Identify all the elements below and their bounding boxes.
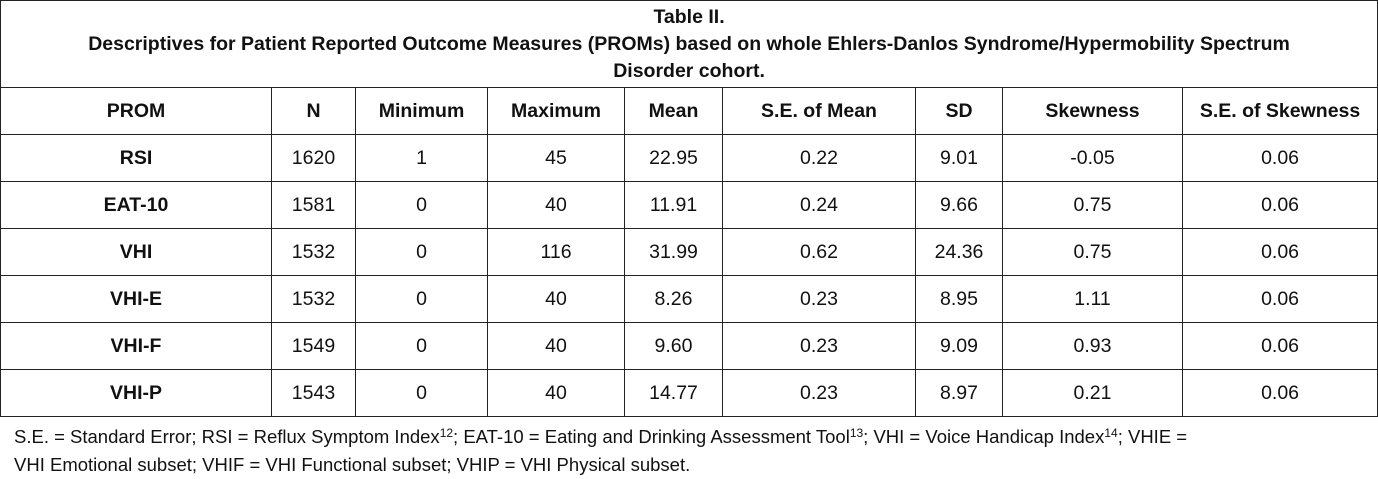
cell-sd: 9.66	[915, 181, 1003, 229]
header-prom: PROM	[0, 87, 272, 135]
cell-n: 1543	[271, 369, 356, 417]
table-row: RSI 1620 1 45 22.95 0.22 9.01 -0.05 0.06	[0, 134, 1378, 182]
footnote-text: ; VHIE =	[1117, 426, 1188, 447]
header-sd: SD	[915, 87, 1003, 135]
cell-se-mean: 0.23	[722, 275, 916, 323]
cell-minimum: 0	[355, 228, 488, 276]
cell-se-skewness: 0.06	[1181, 181, 1378, 229]
cell-prom: RSI	[0, 134, 272, 182]
table-title: Descriptives for Patient Reported Outcom…	[88, 32, 1290, 55]
cell-skewness: 1.11	[1002, 275, 1183, 323]
footnote-reference: 14	[1104, 426, 1118, 440]
cell-skewness: 0.75	[1002, 228, 1183, 276]
header-n: N	[271, 87, 356, 135]
cell-maximum: 40	[487, 181, 625, 229]
header-maximum: Maximum	[487, 87, 625, 135]
cell-se-mean: 0.24	[722, 181, 916, 229]
header-mean: Mean	[624, 87, 723, 135]
cell-minimum: 1	[355, 134, 488, 182]
cell-sd: 8.97	[915, 369, 1003, 417]
cell-mean: 14.77	[624, 369, 723, 417]
cell-maximum: 40	[487, 322, 625, 370]
cell-n: 1532	[271, 228, 356, 276]
cell-minimum: 0	[355, 181, 488, 229]
cell-prom: VHI-P	[0, 369, 272, 417]
footnote-text: ; EAT-10 = Eating and Drinking Assessmen…	[453, 426, 850, 447]
cell-n: 1549	[271, 322, 356, 370]
table-row: VHI-E 1532 0 40 8.26 0.23 8.95 1.11 0.06	[0, 275, 1378, 323]
cell-sd: 24.36	[915, 228, 1003, 276]
cell-mean: 8.26	[624, 275, 723, 323]
table-header-row: PROM N Minimum Maximum Mean S.E. of Mean…	[0, 87, 1378, 135]
cell-se-skewness: 0.06	[1181, 228, 1378, 276]
cell-se-mean: 0.23	[722, 322, 916, 370]
footnote-reference: 13	[849, 426, 864, 440]
cell-minimum: 0	[355, 322, 488, 370]
table-caption-row: Table II. Descriptives for Patient Repor…	[0, 0, 1378, 88]
cell-mean: 9.60	[624, 322, 723, 370]
table-title-continued: Disorder cohort.	[613, 59, 765, 82]
footnote-reference: 12	[439, 426, 454, 440]
cell-skewness: 0.93	[1002, 322, 1183, 370]
cell-maximum: 40	[487, 369, 625, 417]
cell-se-skewness: 0.06	[1181, 134, 1378, 182]
descriptives-table: Table II. Descriptives for Patient Repor…	[0, 0, 1378, 417]
cell-se-mean: 0.62	[722, 228, 916, 276]
header-minimum: Minimum	[355, 87, 488, 135]
table-number: Table II.	[653, 5, 725, 28]
cell-n: 1532	[271, 275, 356, 323]
cell-mean: 22.95	[624, 134, 723, 182]
header-skewness: Skewness	[1002, 87, 1183, 135]
footnote-text: S.E. = Standard Error; RSI = Reflux Symp…	[14, 426, 440, 447]
footnote-line-2: VHI Emotional subset; VHIF = VHI Functio…	[14, 454, 691, 475]
table-row: VHI 1532 0 116 31.99 0.62 24.36 0.75 0.0…	[0, 228, 1378, 276]
cell-n: 1620	[271, 134, 356, 182]
cell-maximum: 45	[487, 134, 625, 182]
cell-se-mean: 0.23	[722, 369, 916, 417]
cell-prom: VHI-F	[0, 322, 272, 370]
cell-skewness: 0.75	[1002, 181, 1183, 229]
table-row: EAT-10 1581 0 40 11.91 0.24 9.66 0.75 0.…	[0, 181, 1378, 229]
table-footnote: S.E. = Standard Error; RSI = Reflux Symp…	[14, 423, 1374, 479]
cell-prom: VHI	[0, 228, 272, 276]
header-se-skewness: S.E. of Skewness	[1181, 87, 1378, 135]
cell-sd: 9.01	[915, 134, 1003, 182]
table-row: VHI-P 1543 0 40 14.77 0.23 8.97 0.21 0.0…	[0, 369, 1378, 417]
cell-mean: 11.91	[624, 181, 723, 229]
footnote-text: ; VHI = Voice Handicap Index	[863, 426, 1105, 447]
cell-se-skewness: 0.06	[1181, 369, 1378, 417]
cell-sd: 9.09	[915, 322, 1003, 370]
cell-n: 1581	[271, 181, 356, 229]
cell-se-skewness: 0.06	[1181, 322, 1378, 370]
cell-skewness: 0.21	[1002, 369, 1183, 417]
cell-maximum: 40	[487, 275, 625, 323]
cell-minimum: 0	[355, 369, 488, 417]
cell-maximum: 116	[487, 228, 625, 276]
cell-skewness: -0.05	[1002, 134, 1183, 182]
footnote-line-1: S.E. = Standard Error; RSI = Reflux Symp…	[14, 423, 1374, 451]
table-caption: Table II. Descriptives for Patient Repor…	[0, 0, 1378, 88]
cell-prom: VHI-E	[0, 275, 272, 323]
header-se-mean: S.E. of Mean	[722, 87, 916, 135]
cell-mean: 31.99	[624, 228, 723, 276]
table-row: VHI-F 1549 0 40 9.60 0.23 9.09 0.93 0.06	[0, 322, 1378, 370]
cell-se-mean: 0.22	[722, 134, 916, 182]
cell-prom: EAT-10	[0, 181, 272, 229]
cell-sd: 8.95	[915, 275, 1003, 323]
cell-se-skewness: 0.06	[1181, 275, 1378, 323]
cell-minimum: 0	[355, 275, 488, 323]
